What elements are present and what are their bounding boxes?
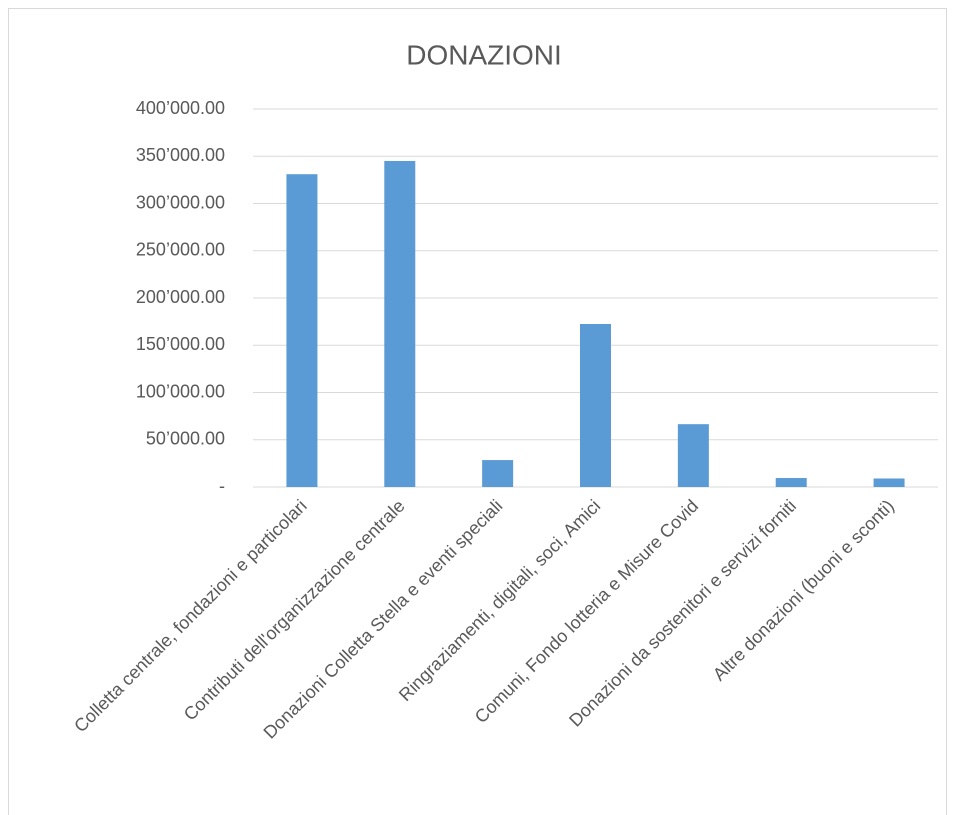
y-tick-label: 250’000.00 (136, 240, 225, 260)
bar (286, 174, 318, 487)
bar (677, 424, 709, 487)
bar (873, 478, 905, 487)
y-tick-label: 350’000.00 (136, 145, 225, 165)
x-tick-label: Comuni, Fondo lotteria e Misure Covid (471, 496, 702, 727)
y-tick-label: 200’000.00 (136, 287, 225, 307)
bar (580, 323, 611, 487)
y-tick-label: 100’000.00 (136, 381, 225, 401)
y-tick-label: 300’000.00 (136, 192, 225, 212)
x-tick-label: Ringraziamenti, digitali, soci, Amici (395, 496, 604, 705)
y-tick-label: - (219, 476, 225, 496)
bar (384, 160, 416, 487)
chart-border (8, 8, 947, 815)
x-tick-label: Contributi dell'organizzazione centrale (180, 496, 409, 725)
bar (482, 460, 514, 487)
y-tick-label: 50’000.00 (146, 429, 225, 449)
x-tick-label: Donazioni da sostenitori e servizi forni… (565, 496, 800, 731)
x-tick-label: Altre donazioni (buoni e sconti) (709, 496, 898, 685)
y-tick-label: 150’000.00 (136, 334, 225, 354)
chart-title: DONAZIONI (406, 39, 562, 70)
y-tick-label: 400’000.00 (136, 98, 225, 118)
bar (775, 478, 807, 487)
